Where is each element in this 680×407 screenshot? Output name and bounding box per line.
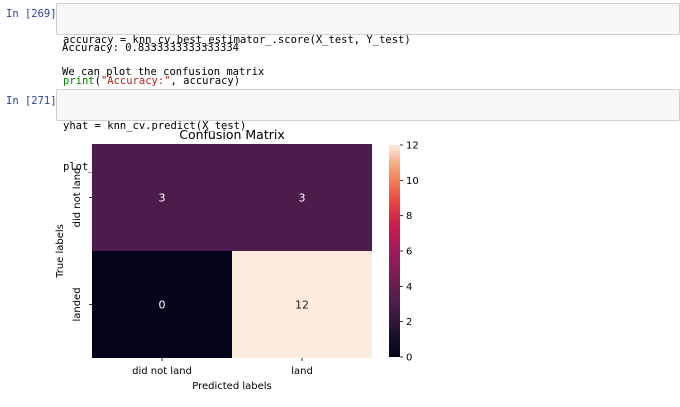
- cell-value-label: 12: [295, 299, 309, 312]
- cell-value-label: 3: [299, 192, 306, 205]
- cell-prompt: In [269]:: [6, 8, 63, 20]
- code-token: print: [63, 74, 95, 87]
- code-line: print("Accuracy:", accuracy): [63, 75, 673, 89]
- cell-output: Accuracy: 0.8333333333333334: [62, 42, 240, 54]
- cell-value-label: 3: [159, 192, 166, 205]
- code-cell-1[interactable]: accuracy = knn_cv.best_estimator_.score(…: [56, 3, 680, 87]
- x-tick-label: land: [291, 366, 313, 377]
- colorbar-tick-label: 4: [406, 282, 412, 293]
- x-axis-label: Predicted labels: [192, 381, 272, 392]
- colorbar: [389, 145, 400, 357]
- chart-title: Confusion Matrix: [179, 128, 285, 142]
- code-cell-2[interactable]: yhat = knn_cv.predict(X_test) plot_confu…: [56, 89, 680, 173]
- y-tick-label: did not land: [72, 168, 83, 228]
- colorbar-tick-label: 6: [406, 247, 412, 258]
- heatmap-cell: [92, 144, 232, 251]
- code-line: accuracy = knn_cv.best_estimator_.score(…: [63, 34, 673, 48]
- code-token: accuracy = knn_cv.best_estimator_.score(…: [63, 34, 411, 46]
- cell-prompt: In [271]:: [6, 95, 63, 107]
- code-line: yhat = knn_cv.predict(X_test): [63, 120, 673, 134]
- colorbar-tick-label: 10: [406, 176, 419, 187]
- colorbar-tick-label: 0: [406, 353, 412, 364]
- cell-value-label: 0: [159, 299, 166, 312]
- confusion-matrix-chart: 3 3 0 12 Confusion Matrix did not land land Pre…: [55, 128, 419, 392]
- code-token: , accuracy): [170, 74, 241, 87]
- y-axis-label: True labels: [55, 224, 66, 279]
- x-tick-label: did not land: [132, 366, 192, 377]
- heatmap-cell: [232, 144, 372, 251]
- markdown-text: We can plot the confusion matrix: [62, 66, 265, 78]
- code-token: "Accuracy:": [100, 74, 171, 87]
- heatmap-cell: [92, 251, 232, 358]
- code-token: yhat = knn_cv.predict(X_test): [63, 120, 247, 132]
- heatmap-cell: [232, 251, 372, 358]
- code-token: (: [94, 74, 101, 87]
- colorbar-tick-label: 8: [406, 211, 412, 222]
- colorbar-tick-label: 2: [406, 317, 412, 328]
- colorbar-tick-label: 12: [406, 141, 419, 152]
- y-tick-label: landed: [72, 287, 83, 321]
